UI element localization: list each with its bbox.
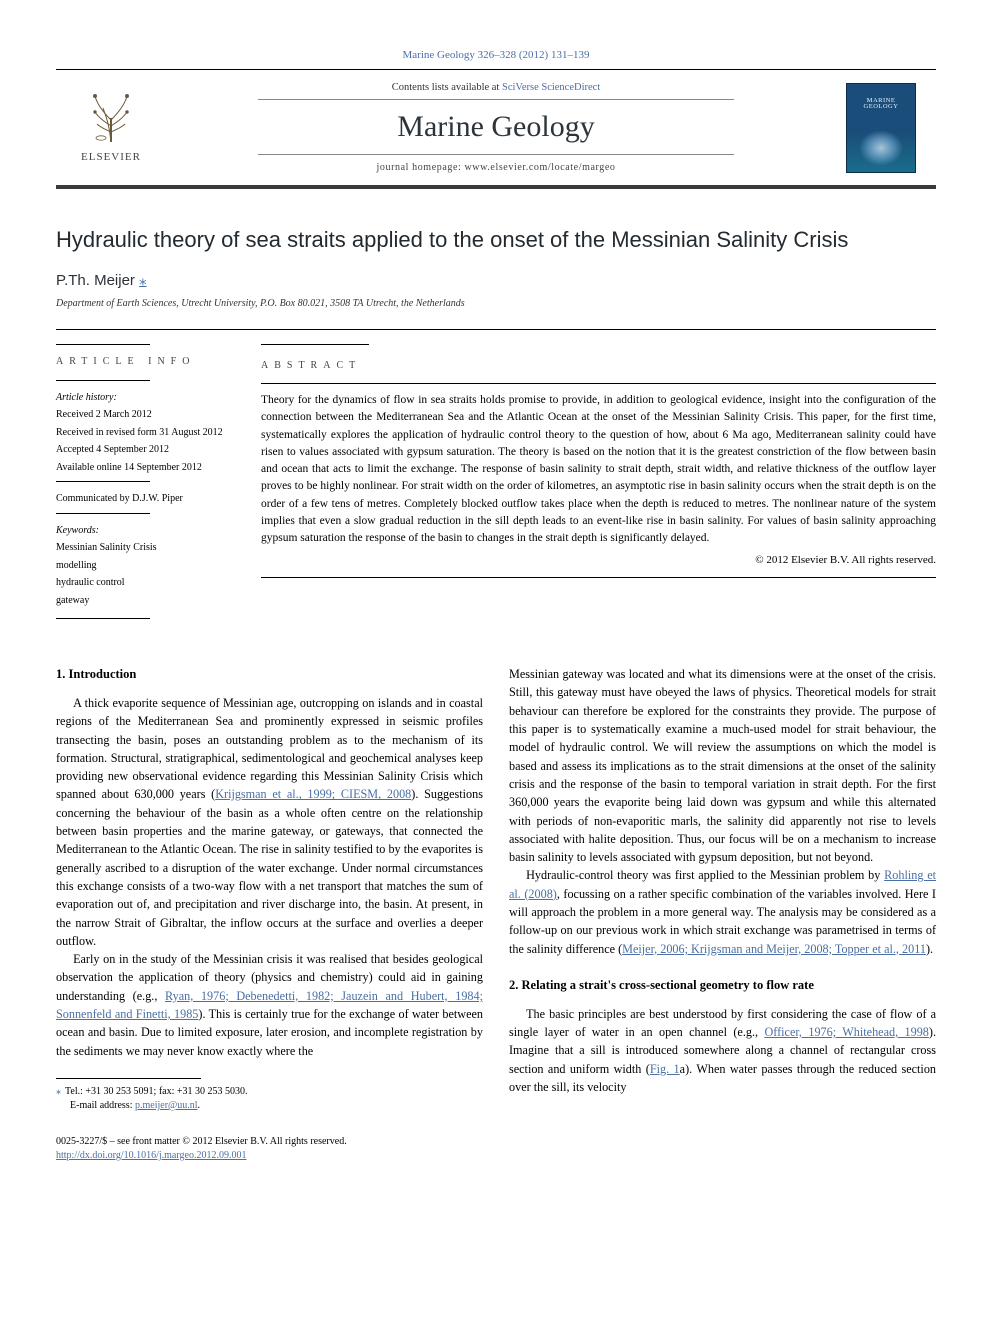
homepage-url[interactable]: www.elsevier.com/locate/margeo xyxy=(464,162,615,173)
contents-prefix: Contents lists available at xyxy=(392,82,502,93)
cover-thumb-box: MARINE GEOLOGY xyxy=(826,70,936,185)
abstract-rule-top xyxy=(261,344,369,345)
journal-title: Marine Geology xyxy=(397,106,594,148)
masthead-divider-2 xyxy=(258,154,733,155)
footnote-rule xyxy=(56,1078,201,1079)
email-footnote: E-mail address: p.meijer@uu.nl. xyxy=(70,1099,483,1113)
page-footer: 0025-3227/$ – see front matter © 2012 El… xyxy=(56,1135,936,1163)
info-rule-2 xyxy=(56,481,150,482)
author-affiliation: Department of Earth Sciences, Utrecht Un… xyxy=(56,297,936,311)
paragraph: Early on in the study of the Messinian c… xyxy=(56,950,483,1060)
author-email-link[interactable]: p.meijer@uu.nl xyxy=(135,1100,198,1111)
masthead-center: Contents lists available at SciVerse Sci… xyxy=(166,70,826,185)
masthead: ELSEVIER Contents lists available at Sci… xyxy=(56,69,936,189)
section-heading-2: 2. Relating a strait's cross-sectional g… xyxy=(509,976,936,995)
abstract-rule-1 xyxy=(261,383,936,384)
abstract-text: Theory for the dynamics of flow in sea s… xyxy=(261,392,936,547)
article-info-label: article info xyxy=(56,355,243,370)
history-revised: Received in revised form 31 August 2012 xyxy=(56,426,243,441)
section-heading-1: 1. Introduction xyxy=(56,665,483,684)
masthead-divider xyxy=(258,99,733,100)
email-post: . xyxy=(198,1100,201,1111)
abstract-copyright: © 2012 Elsevier B.V. All rights reserved… xyxy=(261,553,936,568)
paragraph: Messinian gateway was located and what i… xyxy=(509,665,936,866)
paragraph: The basic principles are best understood… xyxy=(509,1005,936,1096)
journal-issue-ref[interactable]: Marine Geology 326–328 (2012) 131–139 xyxy=(56,48,936,63)
journal-cover-thumb[interactable]: MARINE GEOLOGY xyxy=(846,83,916,173)
article-title: Hydraulic theory of sea straits applied … xyxy=(56,225,936,256)
history-received: Received 2 March 2012 xyxy=(56,408,243,423)
homepage-prefix: journal homepage: xyxy=(376,162,464,173)
issn-copyright: 0025-3227/$ – see front matter © 2012 El… xyxy=(56,1135,936,1149)
info-rule-1 xyxy=(56,380,150,381)
corresponding-author-mark[interactable]: ⁎ xyxy=(139,272,147,289)
cover-title: MARINE GEOLOGY xyxy=(851,98,911,111)
email-label: E-mail address: xyxy=(70,1100,135,1111)
publisher-name: ELSEVIER xyxy=(81,150,141,165)
info-abstract-row: article info Article history: Received 2… xyxy=(56,329,936,633)
keyword-item: hydraulic control xyxy=(56,576,243,591)
cover-art-icon xyxy=(859,130,903,166)
author-name: P.Th. Meijer xyxy=(56,272,139,289)
sciencedirect-link[interactable]: SciVerse ScienceDirect xyxy=(502,82,600,93)
doi-link[interactable]: http://dx.doi.org/10.1016/j.margeo.2012.… xyxy=(56,1150,246,1161)
corresponding-footnote: ⁎ Tel.: +31 30 253 5091; fax: +31 30 253 … xyxy=(56,1085,483,1099)
footnote-tel-fax: Tel.: +31 30 253 5091; fax: +31 30 253 5… xyxy=(65,1086,248,1097)
abstract-column: abstract Theory for the dynamics of flow… xyxy=(261,330,936,633)
author-line: P.Th. Meijer ⁎ xyxy=(56,270,936,291)
abstract-rule-bottom xyxy=(261,577,936,578)
keyword-item: Messinian Salinity Crisis xyxy=(56,541,243,556)
paragraph: Hydraulic-control theory was first appli… xyxy=(509,866,936,957)
article-info-column: article info Article history: Received 2… xyxy=(56,330,261,633)
info-rule-top xyxy=(56,344,150,345)
citation-link[interactable]: Meijer, 2006; Krijgsman and Meijer, 2008… xyxy=(622,942,926,956)
journal-homepage-line: journal homepage: www.elsevier.com/locat… xyxy=(376,161,615,175)
citation-link[interactable]: Officer, 1976; Whitehead, 1998 xyxy=(764,1025,928,1039)
info-rule-3 xyxy=(56,513,150,514)
info-rule-bottom xyxy=(56,618,150,619)
body-col-left: 1. Introduction A thick evaporite sequen… xyxy=(56,665,483,1113)
history-accepted: Accepted 4 September 2012 xyxy=(56,443,243,458)
elsevier-logo[interactable]: ELSEVIER xyxy=(81,90,141,165)
communicated-by: Communicated by D.J.W. Piper xyxy=(56,492,243,507)
keyword-item: modelling xyxy=(56,559,243,574)
keyword-item: gateway xyxy=(56,594,243,609)
contents-lists-line: Contents lists available at SciVerse Sci… xyxy=(392,81,600,96)
keywords-label: Keywords: xyxy=(56,524,243,539)
citation-link[interactable]: Krijgsman et al., 1999; CIESM, 2008 xyxy=(215,787,411,801)
history-online: Available online 14 September 2012 xyxy=(56,461,243,476)
publisher-logo-box: ELSEVIER xyxy=(56,70,166,185)
abstract-label: abstract xyxy=(261,359,936,373)
footnote-mark-icon: ⁎ xyxy=(56,1086,61,1097)
paragraph: A thick evaporite sequence of Messinian … xyxy=(56,694,483,950)
elsevier-tree-icon xyxy=(83,90,139,146)
figure-ref-link[interactable]: Fig. 1 xyxy=(650,1062,680,1076)
body-columns: 1. Introduction A thick evaporite sequen… xyxy=(56,665,936,1113)
body-col-right: Messinian gateway was located and what i… xyxy=(509,665,936,1113)
footnotes: ⁎ Tel.: +31 30 253 5091; fax: +31 30 253 … xyxy=(56,1085,483,1113)
history-label: Article history: xyxy=(56,391,243,406)
